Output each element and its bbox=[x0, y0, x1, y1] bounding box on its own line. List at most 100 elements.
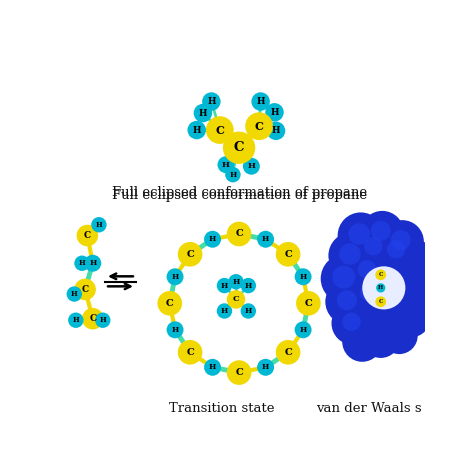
Circle shape bbox=[347, 249, 390, 292]
Circle shape bbox=[276, 340, 301, 365]
Circle shape bbox=[74, 279, 96, 300]
Circle shape bbox=[227, 360, 251, 385]
Circle shape bbox=[257, 359, 274, 376]
Circle shape bbox=[381, 317, 418, 354]
Circle shape bbox=[342, 322, 383, 362]
Circle shape bbox=[157, 291, 182, 316]
Text: H: H bbox=[207, 97, 216, 106]
Circle shape bbox=[257, 231, 274, 248]
Text: C: C bbox=[82, 285, 89, 294]
Text: van der Waals s: van der Waals s bbox=[316, 402, 421, 415]
Text: H: H bbox=[221, 282, 228, 290]
Circle shape bbox=[348, 223, 370, 245]
Text: H: H bbox=[300, 273, 307, 281]
Circle shape bbox=[355, 228, 395, 268]
Text: H: H bbox=[172, 326, 179, 334]
Circle shape bbox=[342, 312, 361, 331]
Circle shape bbox=[353, 297, 393, 337]
Circle shape bbox=[225, 167, 241, 182]
Circle shape bbox=[188, 121, 206, 139]
Circle shape bbox=[276, 242, 301, 266]
Text: H: H bbox=[96, 221, 102, 229]
Circle shape bbox=[204, 231, 221, 248]
Text: H: H bbox=[378, 285, 383, 291]
Text: H: H bbox=[256, 97, 265, 106]
Circle shape bbox=[375, 296, 386, 307]
Text: H: H bbox=[209, 235, 216, 243]
Text: Full eclipsed conformation of propane: Full eclipsed conformation of propane bbox=[111, 186, 366, 199]
Circle shape bbox=[267, 121, 285, 140]
Circle shape bbox=[166, 321, 183, 338]
Circle shape bbox=[360, 284, 377, 301]
Text: H: H bbox=[272, 126, 280, 135]
Circle shape bbox=[218, 156, 235, 173]
Text: H: H bbox=[100, 316, 106, 324]
Circle shape bbox=[350, 274, 390, 314]
Circle shape bbox=[375, 269, 386, 280]
Circle shape bbox=[77, 225, 98, 246]
Circle shape bbox=[178, 242, 202, 266]
Circle shape bbox=[328, 232, 374, 279]
Circle shape bbox=[362, 319, 400, 358]
Text: H: H bbox=[89, 259, 96, 267]
Circle shape bbox=[217, 278, 232, 293]
Circle shape bbox=[381, 220, 424, 263]
Circle shape bbox=[337, 212, 384, 259]
Text: H: H bbox=[73, 316, 79, 324]
Circle shape bbox=[204, 359, 221, 376]
Circle shape bbox=[337, 290, 357, 310]
Text: H: H bbox=[262, 363, 269, 371]
Text: C: C bbox=[233, 295, 239, 303]
Circle shape bbox=[295, 268, 311, 285]
Text: H: H bbox=[245, 282, 252, 290]
Text: C: C bbox=[235, 368, 243, 377]
Text: Transition state: Transition state bbox=[169, 402, 275, 415]
Text: C: C bbox=[304, 299, 312, 308]
Circle shape bbox=[364, 237, 383, 255]
Text: H: H bbox=[245, 307, 252, 315]
Circle shape bbox=[194, 104, 212, 122]
Circle shape bbox=[377, 230, 419, 272]
Circle shape bbox=[331, 302, 374, 345]
Text: C: C bbox=[284, 250, 292, 259]
Circle shape bbox=[296, 291, 321, 316]
Text: H: H bbox=[71, 290, 78, 298]
Circle shape bbox=[82, 308, 103, 329]
Circle shape bbox=[241, 278, 256, 293]
Text: C: C bbox=[379, 272, 383, 277]
Circle shape bbox=[393, 300, 430, 337]
Circle shape bbox=[321, 254, 370, 303]
Circle shape bbox=[295, 321, 311, 338]
Circle shape bbox=[95, 312, 110, 328]
Text: C: C bbox=[215, 125, 224, 136]
Text: C: C bbox=[89, 314, 96, 323]
Text: C: C bbox=[84, 231, 91, 240]
Text: H: H bbox=[229, 171, 237, 179]
Circle shape bbox=[373, 273, 410, 310]
Text: C: C bbox=[186, 348, 194, 357]
Circle shape bbox=[393, 254, 433, 294]
Text: H: H bbox=[262, 235, 269, 243]
Circle shape bbox=[361, 211, 404, 254]
Text: C: C bbox=[255, 121, 264, 132]
Circle shape bbox=[245, 112, 273, 140]
Circle shape bbox=[325, 279, 372, 325]
Circle shape bbox=[241, 303, 256, 319]
Circle shape bbox=[373, 248, 413, 288]
Text: H: H bbox=[247, 162, 255, 170]
Text: H: H bbox=[199, 109, 207, 118]
Text: C: C bbox=[166, 299, 173, 308]
Text: H: H bbox=[192, 126, 201, 135]
Circle shape bbox=[371, 221, 391, 241]
Text: C: C bbox=[186, 250, 194, 259]
Text: H: H bbox=[232, 278, 240, 286]
Circle shape bbox=[227, 290, 245, 309]
Text: C: C bbox=[284, 348, 292, 357]
Circle shape bbox=[228, 274, 244, 290]
Circle shape bbox=[68, 312, 83, 328]
Circle shape bbox=[332, 265, 356, 289]
Circle shape bbox=[223, 132, 255, 164]
Circle shape bbox=[206, 116, 234, 144]
Circle shape bbox=[391, 230, 411, 250]
Circle shape bbox=[74, 255, 90, 271]
